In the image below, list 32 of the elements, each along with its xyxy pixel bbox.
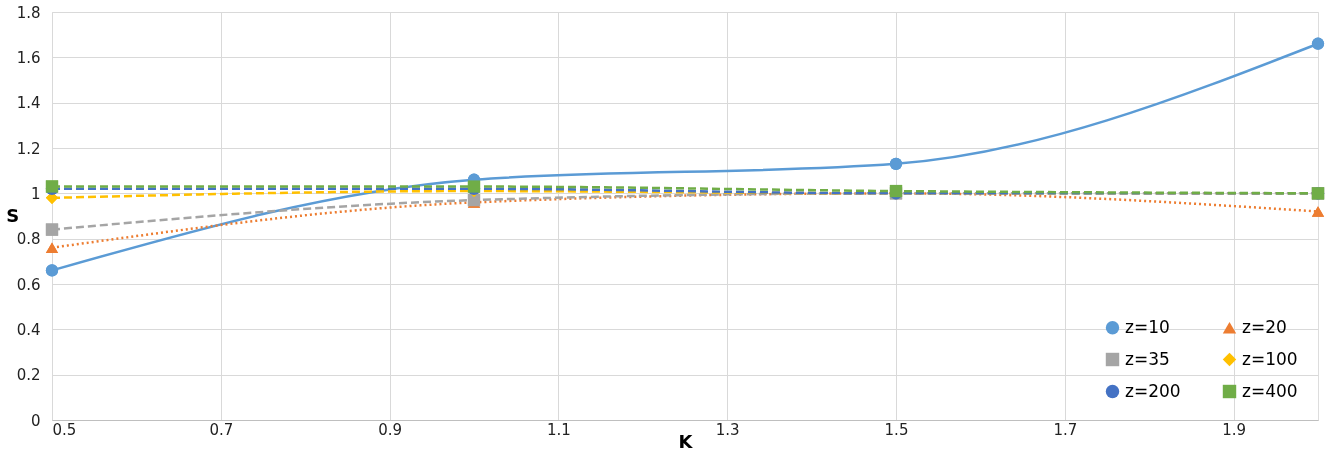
point <box>45 242 59 254</box>
point <box>45 223 59 236</box>
y-tick-label: 1.4 <box>16 94 41 113</box>
legend-label: z=100 <box>1242 348 1298 369</box>
x-tick-label: 1.5 <box>884 420 909 439</box>
legend-label: z=200 <box>1125 380 1181 401</box>
x-tick-label: 0.5 <box>52 420 77 439</box>
point <box>889 157 903 170</box>
y-tick-label: 1 <box>30 184 41 203</box>
y-tick-label: 1.6 <box>16 48 41 67</box>
x-tick-label: 0.9 <box>378 420 403 439</box>
point <box>45 264 59 277</box>
x-axis-title: K <box>678 430 694 452</box>
y-tick-label: 0.6 <box>16 275 41 294</box>
x-tick-label: 1.3 <box>715 420 740 439</box>
x-tick-label: 1.9 <box>1222 420 1247 439</box>
point <box>1311 37 1325 50</box>
y-axis-title: S <box>6 204 20 226</box>
x-tick-label: 1.1 <box>546 420 571 439</box>
y-tick-label: 0.4 <box>16 320 41 339</box>
legend-label: z=35 <box>1125 348 1170 369</box>
legend-label: z=400 <box>1242 380 1298 401</box>
y-tick-label: 0 <box>30 411 41 430</box>
y-tick-label: 1.2 <box>16 139 41 158</box>
legend-label: z=10 <box>1125 316 1170 337</box>
y-tick-label: 1.8 <box>16 3 41 22</box>
x-tick-label: 0.7 <box>209 420 234 439</box>
y-tick-label: 0.2 <box>16 366 41 385</box>
x-tick-label: 1.7 <box>1053 420 1078 439</box>
y-tick-label: 0.8 <box>16 230 41 249</box>
point <box>1311 206 1325 217</box>
legend-label: z=20 <box>1242 316 1287 337</box>
